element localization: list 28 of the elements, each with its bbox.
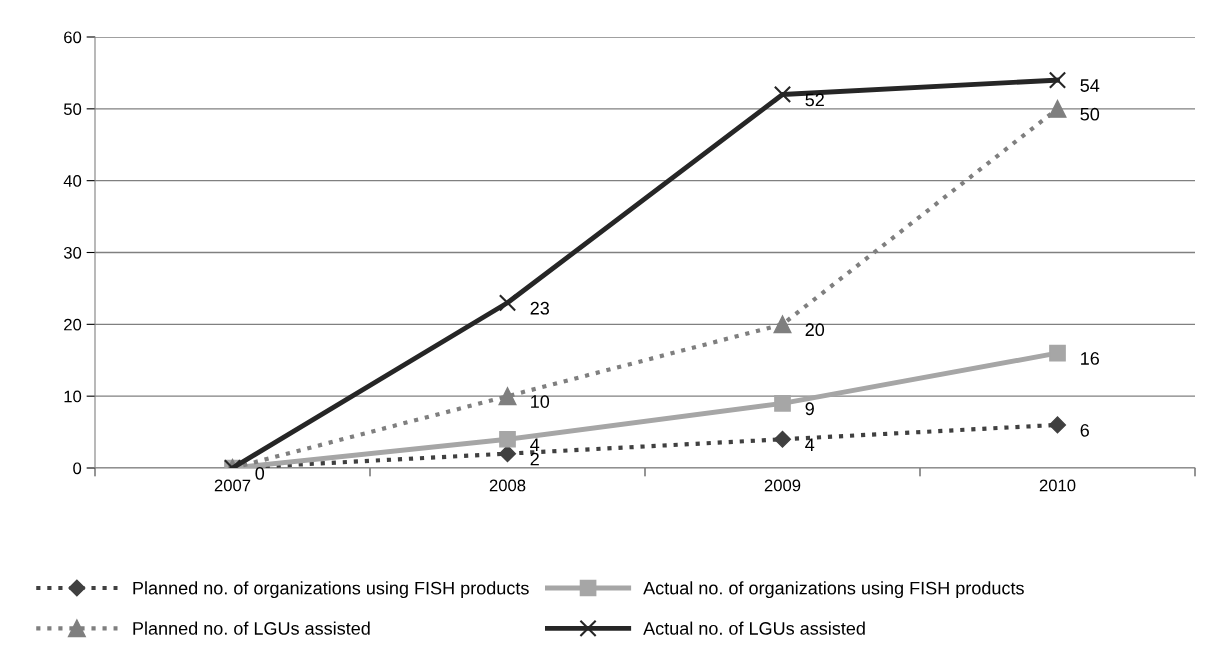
y-tick-label: 30 bbox=[63, 246, 82, 259]
data-label: 9 bbox=[805, 402, 814, 416]
legend-label: Planned no. of organizations using FISH products bbox=[133, 581, 529, 599]
y-tick-label: 20 bbox=[64, 318, 82, 331]
y-tick-label: 0 bbox=[73, 462, 82, 475]
data-label: 6 bbox=[1080, 423, 1089, 437]
data-label: 4 bbox=[805, 438, 815, 451]
data-label: 54 bbox=[1080, 79, 1100, 92]
x-tick-label: 2009 bbox=[764, 479, 801, 492]
legend-label: Actual no. of LGUs assisted bbox=[643, 621, 865, 635]
y-tick-label: 40 bbox=[63, 175, 82, 187]
data-label: 10 bbox=[531, 395, 550, 408]
data-label: 23 bbox=[530, 301, 550, 315]
x-tick-label: 2008 bbox=[489, 479, 526, 492]
x-tick-label: 2010 bbox=[1039, 479, 1076, 492]
data-label: 20 bbox=[805, 323, 825, 337]
data-label: 4 bbox=[530, 438, 540, 451]
y-tick-label: 60 bbox=[64, 31, 82, 44]
data-label: 50 bbox=[1080, 107, 1100, 121]
y-tick-label: 50 bbox=[63, 103, 82, 116]
legend-label: Planned no. of LGUs assisted bbox=[133, 621, 370, 635]
data-label: 0 bbox=[255, 467, 265, 480]
data-label: 2 bbox=[530, 452, 539, 466]
data-label: 16 bbox=[1081, 352, 1100, 365]
legend-label: Actual no. of organizations using FISH products bbox=[643, 581, 1024, 599]
y-tick-label: 10 bbox=[64, 390, 82, 403]
x-tick-label: 2007 bbox=[214, 479, 251, 492]
data-label: 52 bbox=[805, 93, 824, 107]
